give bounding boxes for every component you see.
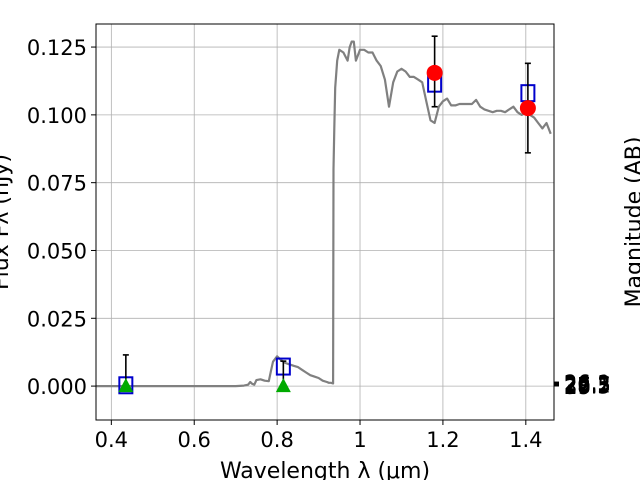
y2-tick-label: 26.3 [564,372,611,396]
upper-limit-triangle [275,378,291,393]
y2-tick-label: 30 [564,375,591,399]
x-tick-label: 0.4 [95,428,128,452]
y-tick-label: 0.100 [27,104,87,128]
y2-tick-label: 27.5 [564,374,611,398]
spectrum-line [96,40,552,388]
y2-tick-label: 26.5 [564,372,611,396]
y-axis-title: Flux Fλ (nJy) [0,154,14,290]
observed-flux-point [426,64,443,81]
y2-tick-label: 29 [564,375,591,399]
y2-tick-label: 28 [564,374,591,398]
x-axis-title: Wavelength λ (μm) [220,459,430,480]
y-tick-label: 0.000 [27,375,87,399]
y2-tick-label: 26.7 [564,373,611,397]
observed-flux-point [519,100,536,117]
y-tick-label: 0.125 [27,36,87,60]
upper-limit-triangle [118,378,134,393]
y-tick-label: 0.075 [27,172,87,196]
plot-marks [96,35,552,395]
grid-lines [96,24,554,420]
x-tick-label: 0.8 [260,428,293,452]
y2-tick-label: 27.2 [564,374,611,398]
right-y-axis-title: Magnitude (AB) [622,137,640,308]
x-tick-label: 1.4 [509,428,542,452]
plot-frame [95,23,555,421]
axis-ticks: 0.4 0.6 0.8 1 1.2 1.4 0.000 0.025 0.050 0.075 0.10… [27,36,611,452]
x-tick-label: 1 [353,428,366,452]
y2-tick-label: 27 [564,373,591,397]
plot-area [96,40,552,388]
y2-tick-label: 28.5 [564,375,611,399]
y-tick-label: 0.050 [27,239,87,263]
x-tick-label: 0.6 [178,428,211,452]
y-tick-label: 0.025 [27,307,87,331]
x-tick-label: 1.2 [426,428,459,452]
y2-tick-label: 26.1 [564,371,611,395]
